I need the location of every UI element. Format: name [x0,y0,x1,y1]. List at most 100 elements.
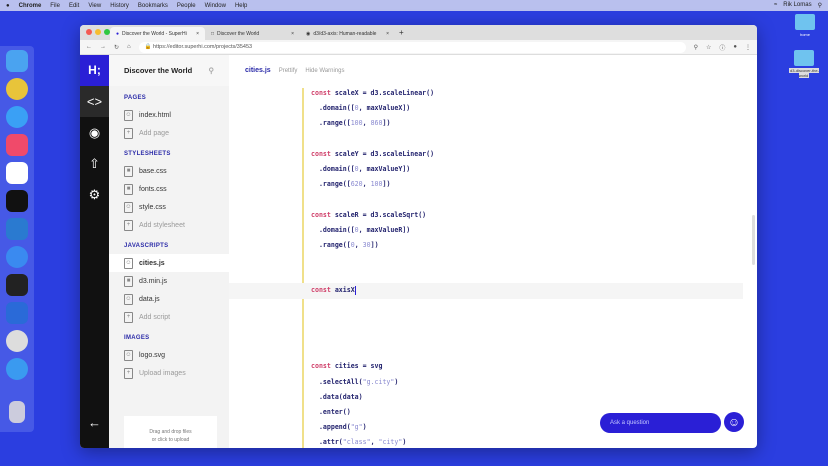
vscode-icon[interactable] [6,218,28,240]
menu-people[interactable]: People [176,2,196,9]
add-file-button[interactable]: + Add stylesheet [109,216,229,234]
close-tab-icon[interactable]: × [291,30,294,37]
menu-history[interactable]: History [110,2,129,9]
current-code-line: const axisX [229,283,743,299]
settings-gear-icon[interactable]: ⚙ [88,187,101,202]
minimize-window-button[interactable] [95,29,101,35]
tweetbot-icon[interactable] [6,358,28,380]
file-item[interactable]: ■ fonts.css [109,180,229,198]
terminal-icon[interactable] [6,190,28,212]
current-file-tab[interactable]: cities.js [245,67,271,74]
photos-icon[interactable] [6,330,28,352]
file-item[interactable]: ■ base.css [109,162,229,180]
desktop-folder-project[interactable]: d3-discover-the-world [786,50,822,78]
add-file-button[interactable]: + Add script [109,308,229,326]
menu-user[interactable]: Rik Lomas [783,2,812,8]
tab-superhi[interactable]: ● Discover the World - SuperHi × [110,27,205,40]
wifi-icon[interactable]: ≈ [773,2,778,8]
file-icon: ☺ [124,293,133,305]
tab-preview[interactable]: □ Discover the World × [211,30,294,37]
prettify-button[interactable]: Prettify [278,67,298,74]
bookmark-star-icon[interactable]: ☆ [705,44,712,51]
folder-icon [795,14,815,30]
file-icon: ■ [124,183,133,195]
file-item[interactable]: ☺ logo.svg [124,349,166,361]
tab-github[interactable]: ◉ d3/d3-axis: Human-readable × [306,30,389,37]
code-line: .range([620, 100]) [311,180,391,189]
editor-scrollbar[interactable] [752,215,755,265]
menu-window[interactable]: Window [204,2,226,9]
code-line: const cities = svg [311,362,383,371]
profile-avatar[interactable]: ● [733,44,737,50]
address-bar[interactable]: 🔒 https://editor.superhi.com/projects/35… [138,41,686,53]
menu-dots-icon[interactable]: ⋮ [745,44,751,51]
plus-icon: + [124,367,133,379]
add-file-button[interactable]: + Add page [109,124,229,142]
code-line: .enter() [311,407,351,416]
file-item[interactable]: ☺ cities.js [109,254,229,272]
github-icon: ◉ [306,30,311,37]
clock-icon[interactable] [6,246,28,268]
code-line: const scaleX = d3.scaleLinear() [311,89,435,97]
preview-eye-icon[interactable]: ◉ [88,125,101,140]
code-line: .domain([0, maxValueR]) [311,225,411,234]
folder-icon [794,50,814,66]
file-item[interactable]: ☺ style.css [124,201,166,213]
apple-icon[interactable]: ● [6,2,10,9]
forward-icon[interactable]: → [100,44,106,50]
file-item[interactable]: ☺ data.js [124,293,160,305]
slack-icon[interactable] [6,162,28,184]
menu-edit[interactable]: Edit [68,2,80,9]
share-icon[interactable]: ⇧ [89,156,100,171]
app-icon[interactable] [6,302,28,324]
menu-app[interactable]: Chrome [18,2,42,9]
extension-icon[interactable]: ⓘ [719,45,726,52]
spotlight-icon[interactable]: ⚲ [817,3,822,9]
music-icon[interactable] [6,134,28,156]
zoom-icon[interactable]: ⚲ [693,44,698,51]
file-icon: ☺ [124,257,133,269]
menu-help[interactable]: Help [234,2,248,9]
menu-file[interactable]: File [50,2,60,9]
code-line: const scaleY = d3.scaleLinear() [311,149,435,158]
superhi-logo[interactable]: H; [80,55,109,86]
home-icon[interactable]: ⌂ [127,44,131,50]
desktop-folder-home[interactable]: home [794,14,816,37]
trash-icon[interactable] [9,401,25,423]
plus-icon: + [124,219,133,231]
menu-view[interactable]: View [88,2,102,9]
back-arrow-icon[interactable]: ← [88,415,101,430]
help-smiley-icon[interactable]: ☺ [724,412,744,432]
code-line: .append("g") [311,423,367,432]
text-cursor [354,285,357,295]
maximize-window-button[interactable] [104,29,110,35]
back-icon[interactable]: ← [86,44,92,50]
figma-icon[interactable] [6,274,28,296]
menu-bookmarks[interactable]: Bookmarks [137,2,168,9]
browser-window: ● Discover the World - SuperHi × □ Discover… [80,25,757,448]
add-file-button[interactable]: + Upload images [109,364,229,382]
dock [0,46,34,432]
close-tab-icon[interactable]: × [196,30,199,37]
close-window-button[interactable] [86,29,92,35]
file-icon: ■ [124,275,133,287]
code-line: .selectAll("g.city") [311,377,399,386]
finder-icon[interactable] [6,50,28,72]
new-tab-button[interactable]: + [399,28,404,37]
upload-dropzone[interactable]: Drag and drop files or click to upload [124,416,217,448]
file-item[interactable]: ■ d3.min.js [109,272,229,290]
messages-icon[interactable] [6,106,28,128]
code-editor[interactable]: cities.js Prettify Hide Warnings const s… [229,55,757,448]
ask-question-input[interactable]: Ask a question [600,413,721,433]
code-area[interactable]: const scaleX = d3.scaleLinear() .domain(… [229,86,757,448]
code-icon[interactable]: <> [80,86,109,117]
code-line: .range([100, 860]) [311,119,391,128]
file-icon: ■ [124,165,133,177]
close-tab-icon[interactable]: × [386,30,389,37]
hide-warnings-button[interactable]: Hide Warnings [305,67,345,74]
superhi-favicon-icon: ● [116,30,120,37]
reload-icon[interactable]: ↻ [114,44,120,51]
file-item[interactable]: ☺ index.html [124,109,171,121]
chrome-icon[interactable] [6,78,28,100]
search-icon[interactable]: ⚲ [208,66,215,75]
